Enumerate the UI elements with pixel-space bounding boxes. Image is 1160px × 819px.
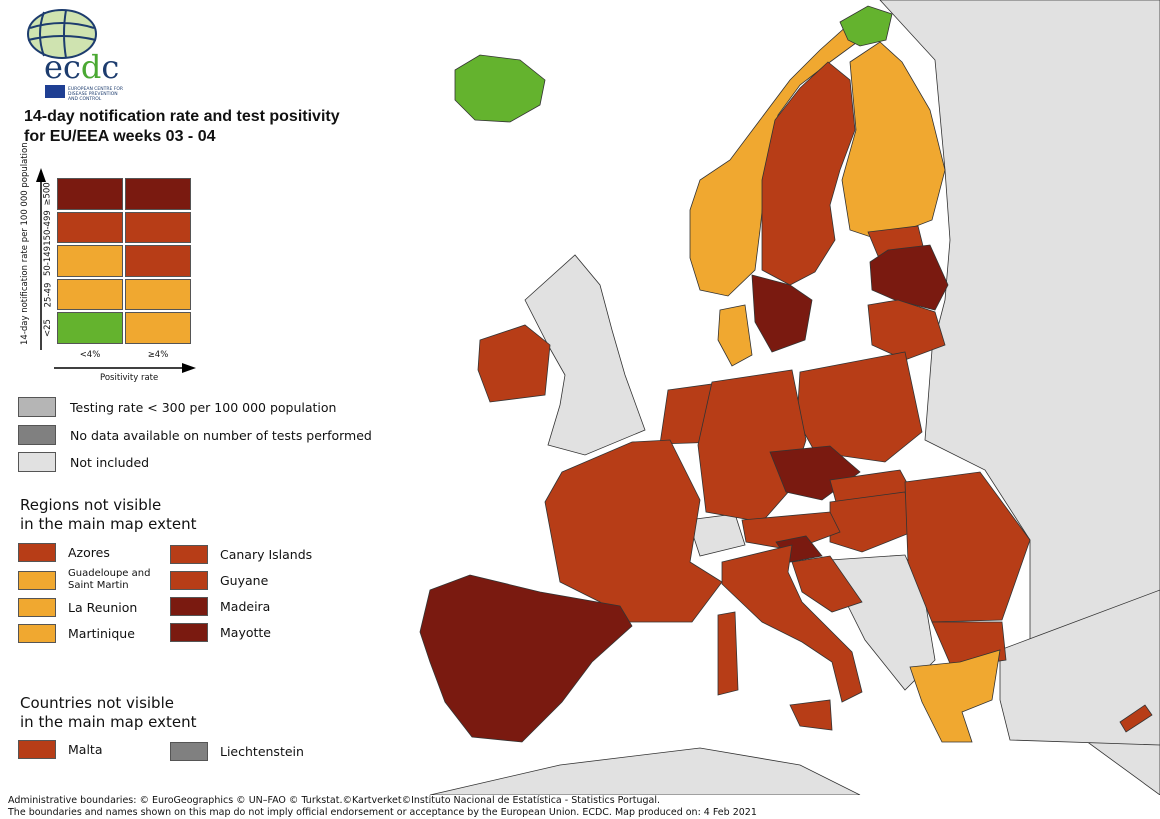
region-sardinia <box>717 611 739 696</box>
region-latvia <box>869 244 949 311</box>
title-line-2: for EU/EEA weeks 03 - 04 <box>24 128 216 145</box>
row-label: 150-499 <box>43 209 54 246</box>
region-legend-item: Martinique <box>18 624 135 643</box>
region-south-sweden <box>751 274 813 353</box>
logo-text: ecdc <box>44 48 119 86</box>
matrix-cell <box>125 312 191 344</box>
ecdc-logo: ecdc EUROPEAN CENTRE FOR DISEASE PREVENT… <box>27 9 123 102</box>
region-italy <box>721 544 863 703</box>
region-austria <box>741 511 841 551</box>
countries-heading: Countries not visible in the main map ext… <box>20 694 197 731</box>
legend-low-testing: Testing rate < 300 per 100 000 populatio… <box>18 397 336 417</box>
region-ireland <box>477 324 551 403</box>
region-denmark <box>717 304 753 367</box>
region-finland <box>841 41 946 241</box>
matrix-cell <box>57 312 123 344</box>
title-line-1: 14-day notification rate and test positi… <box>24 108 340 125</box>
row-label: <25 <box>42 319 53 337</box>
europe-map <box>419 0 1160 795</box>
up-arrow-icon <box>36 168 46 182</box>
region-legend-item: Madeira <box>170 597 270 616</box>
region-legend-item: Azores <box>18 543 110 562</box>
footer-line-2: The boundaries and names shown on this m… <box>8 807 757 818</box>
legend-axes <box>36 168 196 373</box>
region-legend-item: Canary Islands <box>170 545 312 564</box>
footer: Administrative boundaries: © EuroGeograp… <box>8 795 757 819</box>
matrix-cell <box>125 178 191 210</box>
y-axis-label: 14-day notification rate per 100 000 pop… <box>20 142 30 345</box>
region-spain-portugal <box>419 574 633 743</box>
region-greece <box>909 649 1001 743</box>
legend-not-included: Not included <box>18 452 149 472</box>
legend-matrix <box>57 178 191 344</box>
region-sicily <box>789 699 833 731</box>
region-romania <box>904 471 1031 623</box>
matrix-cell <box>57 211 123 243</box>
matrix-cell <box>125 278 191 310</box>
country-legend-item: Malta <box>18 740 102 759</box>
region-legend-item: Mayotte <box>170 623 271 642</box>
region-croatia <box>791 555 863 613</box>
region-norway <box>689 24 861 297</box>
region-legend-item: Guyane <box>170 571 268 590</box>
region-united-kingdom <box>524 254 646 456</box>
region-legend-item: La Reunion <box>18 598 137 617</box>
region-north-africa <box>429 747 861 795</box>
right-arrow-icon <box>182 363 196 373</box>
matrix-cell <box>125 245 191 277</box>
map-title: 14-day notification rate and test positi… <box>24 107 340 147</box>
region-hungary <box>829 491 913 553</box>
region-france <box>544 439 723 623</box>
region-norway-north <box>839 5 893 47</box>
matrix-cell <box>57 278 123 310</box>
region-non-eu-east <box>879 0 1160 795</box>
row-label: 50-149 <box>43 245 54 277</box>
x-axis-label: Positivity rate <box>100 373 159 383</box>
legend-no-data: No data available on number of tests per… <box>18 425 372 445</box>
svg-text:DISEASE PREVENTION: DISEASE PREVENTION <box>68 91 118 97</box>
region-switzerland <box>687 513 746 557</box>
region-germany <box>697 369 807 523</box>
svg-text:EUROPEAN CENTRE FOR: EUROPEAN CENTRE FOR <box>68 86 123 92</box>
region-cyprus <box>1119 704 1153 733</box>
matrix-cell <box>57 245 123 277</box>
row-label: 25-49 <box>43 282 54 307</box>
region-iceland <box>454 54 546 123</box>
col-label-low: <4% <box>79 350 101 360</box>
country-legend-item: Liechtenstein <box>170 742 304 761</box>
region-poland <box>796 351 923 463</box>
matrix-cell <box>57 178 123 210</box>
regions-heading: Regions not visible in the main map exten… <box>20 496 197 533</box>
region-lithuania <box>867 299 946 361</box>
matrix-cell <box>125 211 191 243</box>
footer-line-1: Administrative boundaries: © EuroGeograp… <box>8 795 661 806</box>
region-turkey <box>999 589 1160 746</box>
col-label-high: ≥4% <box>147 350 169 360</box>
region-legend-item: Guadeloupe and Saint Martin <box>18 568 178 592</box>
row-label: ≥500 <box>43 182 54 206</box>
region-sweden <box>761 61 856 286</box>
svg-text:AND CONTROL: AND CONTROL <box>68 96 102 102</box>
